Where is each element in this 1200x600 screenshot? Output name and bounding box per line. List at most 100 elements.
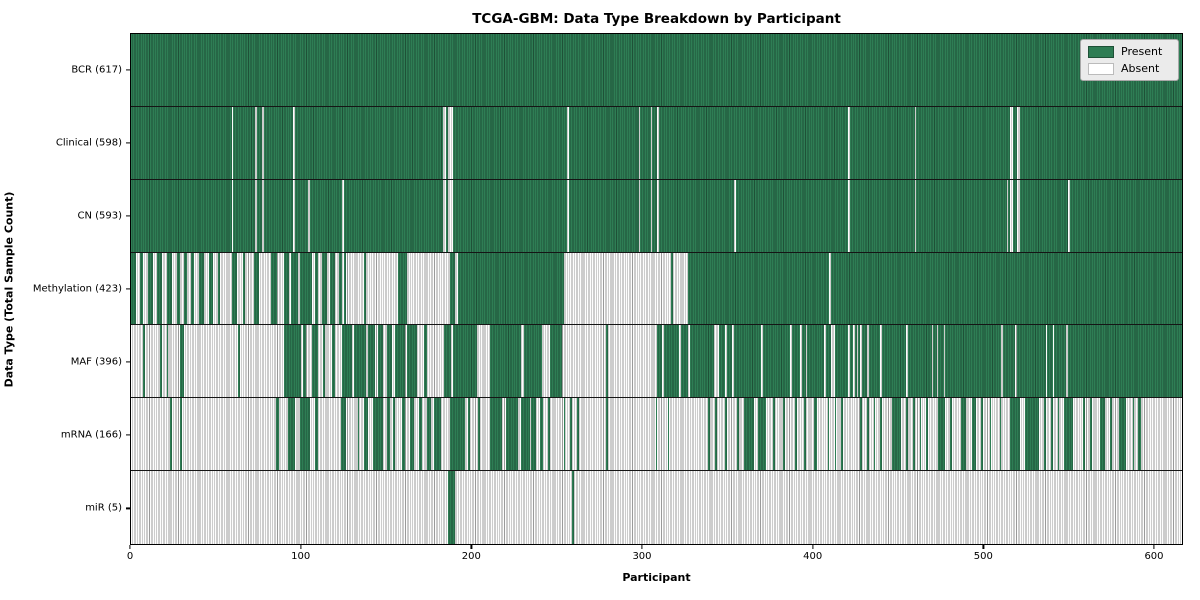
present-segment [427, 398, 431, 471]
row-methylation [131, 252, 1182, 326]
present-segment [688, 252, 830, 325]
present-segment [783, 398, 786, 471]
present-segment [1100, 398, 1106, 471]
present-segment [858, 325, 861, 398]
present-segment [372, 398, 384, 471]
x-tick-label-100: 100 [291, 551, 311, 562]
present-segment [364, 398, 368, 471]
present-segment [393, 398, 396, 471]
present-segment [807, 325, 825, 398]
present-segment [735, 179, 849, 252]
present-segment [311, 325, 319, 398]
present-segment [873, 398, 876, 471]
present-segment [275, 398, 280, 471]
y-tick-label-methylation: Methylation (423) [32, 283, 122, 295]
present-segment [655, 398, 658, 471]
present-segment [284, 252, 290, 325]
present-segment [757, 398, 767, 471]
present-segment [916, 179, 1007, 252]
x-tick-mark [1153, 545, 1155, 549]
x-tick-label-300: 300 [632, 551, 652, 562]
present-segment [1069, 179, 1182, 252]
present-segment [294, 179, 309, 252]
present-segment [849, 106, 915, 179]
present-segment [367, 325, 375, 398]
present-segment [550, 325, 562, 398]
present-segment [401, 398, 406, 471]
present-segment [1020, 106, 1182, 179]
present-segment [452, 325, 477, 398]
present-segment [257, 106, 263, 179]
present-segment [139, 252, 143, 325]
present-segment [531, 398, 537, 471]
y-tick-mark [126, 142, 130, 144]
present-segment [1054, 325, 1067, 398]
present-segment [217, 252, 220, 325]
x-tick-label-0: 0 [126, 551, 134, 562]
present-segment [1020, 179, 1068, 252]
legend-label-present: Present [1121, 45, 1163, 58]
present-segment [209, 252, 213, 325]
y-tick-label-bcr: BCR (617) [71, 64, 122, 76]
present-segment [299, 398, 310, 471]
present-segment [1008, 179, 1010, 252]
present-segment [1003, 325, 1016, 398]
present-segment [834, 398, 837, 471]
present-segment [505, 398, 518, 471]
present-segment [667, 398, 670, 471]
present-segment [446, 106, 448, 179]
present-segment [670, 252, 673, 325]
present-segment [640, 106, 651, 179]
present-segment [708, 398, 711, 471]
present-segment [539, 398, 544, 471]
present-segment [170, 398, 172, 471]
legend: Present Absent [1080, 39, 1179, 81]
present-segment [989, 398, 992, 471]
present-segment [1009, 398, 1021, 471]
present-segment [912, 398, 915, 471]
present-segment [1083, 398, 1085, 471]
present-segment [449, 398, 465, 471]
present-segment [452, 106, 568, 179]
present-segment [303, 325, 307, 398]
present-segment [291, 252, 298, 325]
present-segment [570, 398, 573, 471]
present-segment [257, 179, 263, 252]
present-segment [999, 398, 1002, 471]
present-segment [825, 325, 832, 398]
present-segment [243, 252, 246, 325]
present-segment [343, 179, 443, 252]
present-segment [452, 179, 568, 252]
present-segment [446, 179, 448, 252]
x-tick-mark [982, 545, 984, 549]
present-segment [577, 398, 579, 471]
present-segment [919, 398, 922, 471]
legend-item-present: Present [1088, 45, 1170, 58]
present-segment [568, 106, 639, 179]
present-segment [606, 398, 608, 471]
present-segment [166, 325, 169, 398]
present-segment [263, 179, 293, 252]
present-segment [314, 252, 319, 325]
present-segment [926, 398, 929, 471]
present-segment [233, 179, 256, 252]
present-segment [1044, 398, 1046, 471]
present-segment [849, 325, 854, 398]
present-segment [418, 398, 423, 471]
present-segment [572, 471, 574, 544]
present-segment [190, 252, 195, 325]
present-segment [270, 252, 278, 325]
present-segment [880, 398, 883, 471]
present-segment [737, 398, 740, 471]
y-tick-mark [126, 215, 130, 217]
present-segment [892, 398, 901, 471]
present-segment [831, 252, 1182, 325]
row-maf [131, 325, 1182, 399]
present-segment [166, 252, 172, 325]
present-segment [652, 179, 658, 252]
present-segment [263, 106, 293, 179]
present-segment [423, 325, 428, 398]
present-segment [1118, 398, 1126, 471]
present-segment [159, 325, 162, 398]
